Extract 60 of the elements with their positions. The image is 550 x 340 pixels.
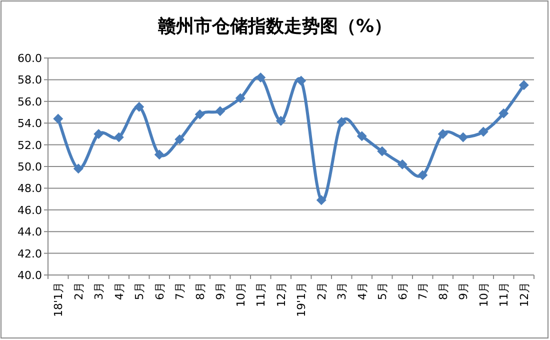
point <box>438 128 448 139</box>
x-tick-label: 18'1月 <box>52 282 66 318</box>
x-tick-label: 2月 <box>315 282 328 300</box>
x-tick-label: 9月 <box>214 282 228 300</box>
point <box>397 159 408 170</box>
x-tick-label: 7月 <box>416 282 430 300</box>
x-tick-label: 11月 <box>254 282 268 307</box>
x-tick-label: 19'1月 <box>295 282 308 318</box>
x-tick-label: 5月 <box>133 282 146 300</box>
x-tick-label: 8月 <box>436 282 450 300</box>
x-tick-label: 2月 <box>72 282 86 300</box>
point <box>296 76 306 86</box>
point <box>154 150 164 160</box>
point <box>418 170 428 180</box>
y-tick-label: 52.0 <box>18 138 42 152</box>
point <box>194 109 205 120</box>
point <box>174 134 185 144</box>
y-tick-label: 50.0 <box>18 160 42 174</box>
point <box>276 116 286 126</box>
x-tick-label: 3月 <box>336 282 349 300</box>
x-tick-label: 12月 <box>518 282 531 307</box>
point <box>235 93 246 104</box>
point <box>316 195 326 206</box>
point <box>518 80 529 90</box>
point <box>356 131 367 142</box>
chart-title: 赣州市仓储指数走势图（%） <box>156 16 392 37</box>
point <box>336 117 347 128</box>
point <box>94 128 104 139</box>
x-tick-label: 10月 <box>477 282 490 307</box>
point <box>498 108 509 118</box>
y-tick-label: 44.0 <box>18 226 42 239</box>
y-tick-label: 54.0 <box>18 117 42 130</box>
x-tick-label: 7月 <box>174 282 187 300</box>
y-tick-label: 48.0 <box>18 182 42 196</box>
y-tick-label: 56.0 <box>18 95 42 108</box>
y-tick-label: 60.0 <box>18 52 42 65</box>
point <box>53 114 64 124</box>
x-tick-label: 11月 <box>498 282 511 307</box>
y-tick-label: 46.0 <box>18 204 42 217</box>
x-tick-label: 10月 <box>234 282 248 307</box>
y-tick-label: 58.0 <box>18 74 42 87</box>
point <box>134 102 144 112</box>
x-tick-label: 3月 <box>92 282 106 300</box>
point <box>256 72 266 83</box>
point <box>73 164 84 174</box>
x-tick-label: 4月 <box>112 282 126 300</box>
point <box>458 132 468 142</box>
point <box>478 126 488 137</box>
point <box>377 146 388 156</box>
x-tick-label: 6月 <box>396 282 410 300</box>
y-tick-label: 42.0 <box>18 247 42 260</box>
x-tick-label: 5月 <box>376 282 390 300</box>
point <box>114 132 124 142</box>
point <box>215 106 226 116</box>
x-tick-label: 8月 <box>194 282 207 300</box>
x-tick-label: 9月 <box>457 282 470 300</box>
x-tick-label: 6月 <box>153 282 166 300</box>
y-tick-label: 40.0 <box>18 269 42 282</box>
x-tick-label: 12月 <box>274 282 288 307</box>
x-tick-label: 4月 <box>356 282 369 300</box>
